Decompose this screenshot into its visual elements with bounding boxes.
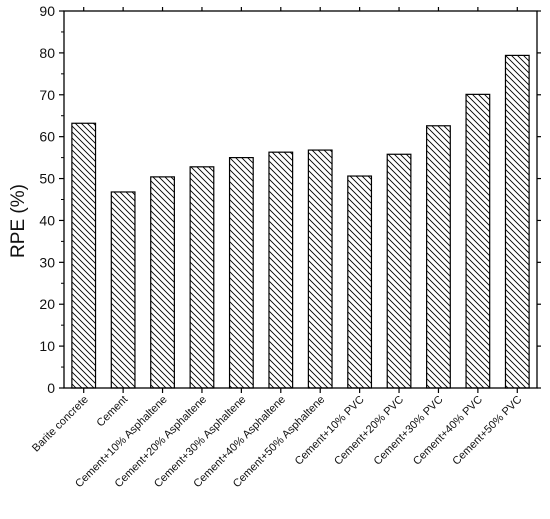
bar-9 <box>426 125 451 389</box>
bars-layer <box>71 54 530 389</box>
x-category-label-1: Cement <box>95 394 131 430</box>
y-tick-label-1: 10 <box>39 338 55 354</box>
x-category-label-7: Cement+10% PVC <box>293 394 367 468</box>
bar-6 <box>307 149 333 389</box>
y-tick-label-8: 80 <box>39 45 55 61</box>
bar-10 <box>465 93 491 389</box>
y-tick-label-7: 70 <box>39 87 55 103</box>
x-category-label-11: Cement+50% PVC <box>450 394 524 468</box>
bar-8 <box>386 153 412 389</box>
y-tick-label-0: 0 <box>47 380 55 396</box>
bar-11 <box>504 54 530 389</box>
y-tick-label-5: 50 <box>39 171 55 187</box>
bar-0 <box>71 122 97 389</box>
bar-7 <box>347 175 373 389</box>
y-tick-label-4: 40 <box>39 212 55 228</box>
y-axis-title: RPE (%) <box>8 184 29 258</box>
bar-1 <box>110 191 136 389</box>
x-category-label-10: Cement+40% PVC <box>411 394 485 468</box>
y-tick-label-3: 30 <box>39 254 55 270</box>
axes-layer <box>59 7 541 393</box>
bar-3 <box>189 166 215 389</box>
bar-4 <box>228 157 254 389</box>
bar-5 <box>268 151 294 389</box>
x-category-label-8: Cement+20% PVC <box>332 394 406 468</box>
y-tick-label-6: 60 <box>39 129 55 145</box>
y-tick-label-2: 20 <box>39 296 55 312</box>
bar-2 <box>150 176 175 389</box>
y-tick-label-9: 90 <box>39 3 55 19</box>
x-category-label-9: Cement+30% PVC <box>372 394 446 468</box>
x-category-label-0: Barite concrete <box>30 394 91 455</box>
